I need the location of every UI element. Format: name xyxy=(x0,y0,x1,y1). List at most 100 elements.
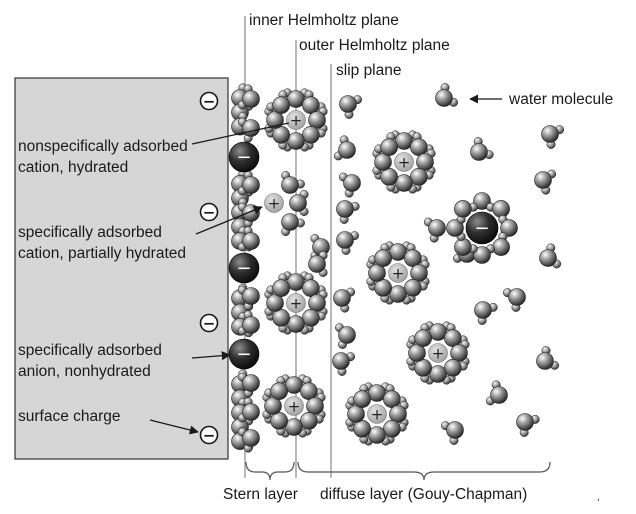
positive-sign: + xyxy=(290,295,303,313)
hydration-water xyxy=(366,260,386,286)
hydration-water xyxy=(408,359,432,383)
hydrated-cation: + xyxy=(264,271,328,335)
hydration-water xyxy=(264,376,288,400)
cation-core xyxy=(286,293,306,313)
partially-hydrated-cation: + xyxy=(264,170,309,237)
hydration-water xyxy=(389,401,409,427)
free-water-molecule xyxy=(339,95,363,119)
free-water-molecule xyxy=(534,169,557,195)
svg-text:−: − xyxy=(203,315,216,333)
stern-layer-label: Stern layer xyxy=(223,486,298,503)
free-water-molecule xyxy=(332,352,356,376)
hydration-water xyxy=(281,170,305,194)
hydration-water xyxy=(281,418,307,438)
free-water-molecule xyxy=(333,287,356,313)
hydration-water xyxy=(289,190,309,216)
free-water-molecule xyxy=(308,251,328,277)
hydration-water xyxy=(425,365,451,385)
hydration-water xyxy=(347,384,371,408)
hydration-water xyxy=(410,168,434,192)
free-water-molecule xyxy=(474,301,498,325)
corner-mark: , xyxy=(597,493,600,503)
surface-water xyxy=(237,310,260,336)
hydration-water xyxy=(300,376,324,400)
hydrated-cation: + xyxy=(406,321,470,385)
surface-water xyxy=(237,427,260,453)
specific-cation-arrow xyxy=(195,205,263,235)
hydration-water xyxy=(374,132,398,156)
surface-charge-label: surface charge xyxy=(18,408,121,425)
stern-layer-brace xyxy=(245,461,295,481)
outer-helmholtz-plane-label: outer Helmholtz plane xyxy=(299,37,450,54)
cation-core xyxy=(367,404,387,424)
hydration-water xyxy=(385,241,411,261)
svg-text:−: − xyxy=(203,204,216,222)
negative-sign: − xyxy=(474,218,489,239)
cation-core xyxy=(394,152,414,172)
cation-core xyxy=(428,343,448,363)
free-water-molecule xyxy=(516,413,540,437)
nonspecific-cation-pointer xyxy=(191,122,290,145)
surface-water xyxy=(237,372,260,398)
free-water-molecule xyxy=(423,217,446,243)
specifically-adsorbed-anion: − xyxy=(228,338,260,370)
surface-charge-arrow xyxy=(149,419,199,435)
surface-water xyxy=(237,226,260,252)
hydration-water xyxy=(266,126,290,150)
specific-cation-label-line2: cation, partially hydrated xyxy=(18,245,186,262)
electrode xyxy=(14,77,229,460)
specifically-adsorbed-anion: − xyxy=(228,141,260,173)
svg-text:−: − xyxy=(203,93,216,111)
hydration-water xyxy=(302,273,326,297)
hydration-water xyxy=(408,323,432,347)
surface-charge-symbol: − xyxy=(199,313,219,333)
free-water-molecule xyxy=(335,323,356,349)
positive-sign: + xyxy=(371,406,384,424)
positive-sign: + xyxy=(290,112,303,130)
surface-charge-symbol: − xyxy=(199,425,219,445)
hydrated-cation: + xyxy=(262,374,326,438)
surface-water xyxy=(237,285,260,311)
surface-charge-symbol: − xyxy=(199,202,219,222)
slip-plane-label: slip plane xyxy=(336,62,402,79)
free-water-molecule xyxy=(440,421,464,445)
hydration-water xyxy=(281,213,305,237)
annotation-arrows xyxy=(149,94,502,435)
hydrated-cation: + xyxy=(372,130,436,194)
layer-braces xyxy=(245,461,551,481)
inner-helmholtz-plane-label: inner Helmholtz plane xyxy=(249,12,399,29)
nonspecific-cation-label-line2: cation, hydrated xyxy=(18,159,128,176)
diffuse-layer-label: diffuse layer (Gouy-Chapman) xyxy=(320,486,527,503)
hydration-water xyxy=(266,90,290,114)
hydration-water xyxy=(406,340,426,366)
nonspecific-cation-label-line1: nonspecifically adsorbed xyxy=(18,138,188,155)
specifically-adsorbed-anion: − xyxy=(228,252,260,284)
hydration-water xyxy=(308,290,328,316)
hydration-water xyxy=(262,393,282,419)
free-water-molecule xyxy=(536,346,560,370)
surface-water xyxy=(237,170,260,196)
free-water-molecule xyxy=(539,243,562,269)
cation-core xyxy=(388,263,408,283)
free-water-molecule xyxy=(502,288,526,312)
hydration-water xyxy=(454,200,478,224)
negative-sign: − xyxy=(236,258,251,279)
surface-water xyxy=(237,397,260,423)
free-water-molecule xyxy=(338,172,361,198)
hydration-water xyxy=(444,359,468,383)
cation-core xyxy=(284,396,304,416)
free-water-molecule xyxy=(435,83,459,107)
hydration-water xyxy=(266,273,290,297)
diffuse-layer-brace xyxy=(297,461,551,481)
positive-sign: + xyxy=(432,345,445,363)
hydrated-cation: + xyxy=(366,241,430,305)
positive-sign: + xyxy=(398,154,411,172)
specific-anion-label-line2: anion, nonhydrated xyxy=(18,363,151,380)
free-water-molecule xyxy=(333,135,356,161)
hydration-water xyxy=(383,384,407,408)
surface-charge-symbol: − xyxy=(199,91,219,111)
specific-anion-arrow xyxy=(191,351,231,361)
free-water-molecule xyxy=(541,125,565,149)
water-molecule-label: water molecule xyxy=(508,91,613,108)
